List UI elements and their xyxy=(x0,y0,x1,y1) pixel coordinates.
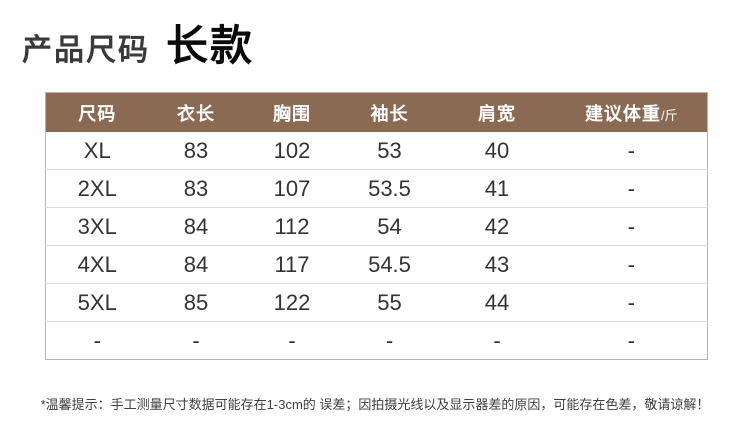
cell-length: 83 xyxy=(148,169,244,208)
cell-length: 83 xyxy=(148,132,244,170)
cell-size: XL xyxy=(45,132,149,170)
header-weight: 建议体重/斤 xyxy=(555,92,708,132)
table-row: 4XL 84 117 54.5 43 - xyxy=(45,245,708,284)
size-table-body: XL 83 102 53 40 - 2XL 83 107 53.5 41 - 3… xyxy=(45,132,708,360)
cell-bust: - xyxy=(288,327,296,353)
cell-length: - xyxy=(192,327,200,353)
cell-size: 2XL xyxy=(45,169,149,208)
table-row: XL 83 102 53 40 - xyxy=(45,132,708,170)
cell-sleeve: 53 xyxy=(340,132,439,170)
table-row: 3XL 84 112 54 42 - xyxy=(45,207,708,246)
cell-shoulder: 40 xyxy=(438,132,556,170)
cell-weight: - xyxy=(555,132,708,170)
cell-length: 85 xyxy=(148,283,244,322)
cell-bust: 102 xyxy=(243,132,341,170)
cell-size: 3XL xyxy=(45,207,149,246)
cell-size: - xyxy=(93,327,101,353)
header-row: 尺码 衣长 胸围 袖长 肩宽 建议体重/斤 xyxy=(45,92,708,132)
cell-weight: - xyxy=(555,245,708,284)
cell-shoulder: - xyxy=(493,327,501,353)
table-row: 5XL 85 122 55 44 - xyxy=(45,283,708,322)
cell-weight: - xyxy=(627,327,635,353)
cell-length: 84 xyxy=(148,207,244,246)
title-section-label: 产品尺码 xyxy=(22,34,150,67)
cell-shoulder: 41 xyxy=(438,169,556,208)
header-length: 衣长 xyxy=(148,92,244,132)
cell-sleeve: 54.5 xyxy=(340,245,439,284)
size-table-header: 尺码 衣长 胸围 袖长 肩宽 建议体重/斤 xyxy=(45,92,708,132)
cell-weight: - xyxy=(555,283,708,322)
cell-bust: 122 xyxy=(243,283,341,322)
cell-bust: 107 xyxy=(243,169,341,208)
cell-sleeve: 53.5 xyxy=(340,169,439,208)
cell-shoulder: 44 xyxy=(438,283,556,322)
header-weight-label: 建议体重 xyxy=(584,103,661,124)
size-table: 尺码 衣长 胸围 袖长 肩宽 建议体重/斤 XL 83 102 53 40 - … xyxy=(45,92,708,360)
disclaimer-note: *温馨提示：手工测量尺寸数据可能存在1-3cm的 误差；因拍摄光线以及显示器差的… xyxy=(40,397,710,412)
header-sleeve: 袖长 xyxy=(340,92,439,132)
cell-sleeve: - xyxy=(385,327,394,353)
cell-weight: - xyxy=(555,207,708,246)
cell-shoulder: 42 xyxy=(438,207,556,246)
cell-size: 5XL xyxy=(45,283,149,322)
page-title: 产品尺码 长款 xyxy=(0,0,750,73)
cell-bust: 112 xyxy=(243,207,341,246)
cell-shoulder: 43 xyxy=(438,245,556,284)
cell-size: 4XL xyxy=(45,245,149,284)
table-row: 2XL 83 107 53.5 41 - xyxy=(45,169,708,208)
title-variant-label: 长款 xyxy=(166,22,255,69)
cell-sleeve: 54 xyxy=(340,207,439,246)
cell-length: 84 xyxy=(148,245,244,284)
cell-weight: - xyxy=(555,169,708,208)
table-row: - - - - - - xyxy=(46,322,708,360)
header-weight-unit: /斤 xyxy=(660,107,678,123)
cell-sleeve: 55 xyxy=(340,283,439,322)
cell-bust: 117 xyxy=(243,245,341,284)
header-size: 尺码 xyxy=(45,92,149,132)
header-bust: 胸围 xyxy=(243,92,341,132)
header-shoulder: 肩宽 xyxy=(438,92,556,132)
